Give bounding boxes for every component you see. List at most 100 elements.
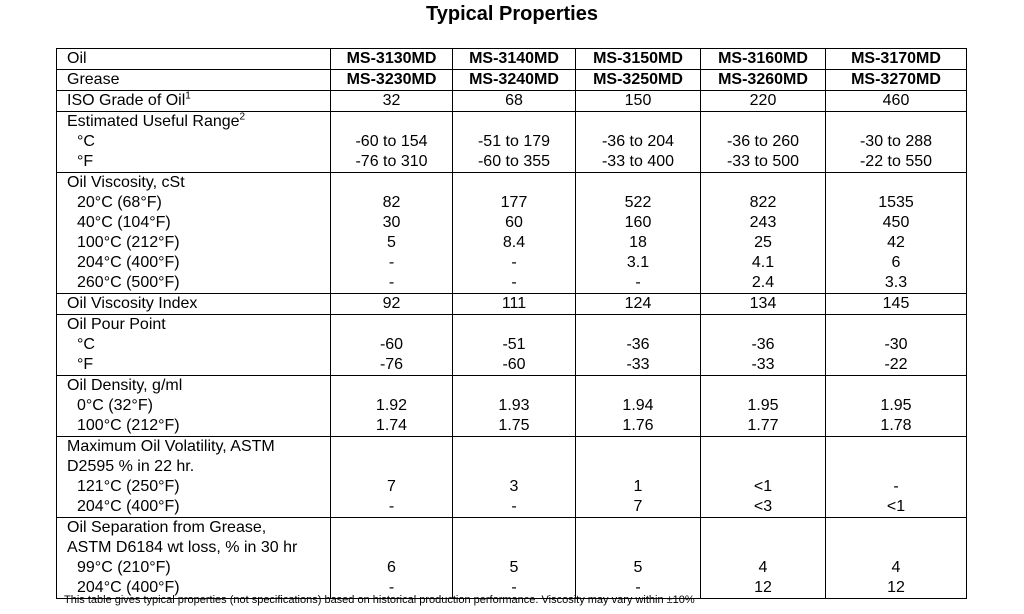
- cell-value: 42: [887, 234, 905, 251]
- row-label: °C: [77, 133, 95, 150]
- row-label: 260°C (500°F): [77, 274, 180, 291]
- cell-value: 4: [758, 559, 768, 576]
- value-cell: -36 to 204 -33 to 400: [575, 111, 701, 173]
- label-cell: Oil Pour Point °C °F: [56, 314, 331, 376]
- value-cell: -36 -33: [700, 314, 826, 376]
- blank-line: [331, 376, 452, 396]
- label-cell: Oil: [56, 48, 331, 70]
- cell-value: 60: [505, 214, 523, 231]
- cell-value: 4.1: [751, 254, 775, 271]
- row-label: Grease: [67, 71, 120, 88]
- blank-line: [576, 173, 700, 193]
- label-cell: Grease: [56, 69, 331, 91]
- blank-line: [453, 518, 575, 538]
- cell-value: 150: [624, 92, 652, 109]
- cell-value: -76 to 310: [355, 153, 428, 170]
- cell-value: -36: [626, 336, 650, 353]
- value-cell: 150: [575, 90, 701, 112]
- blank-line: [331, 315, 452, 335]
- table-row: Maximum Oil Volatility, ASTM D2595 % in 2…: [56, 436, 967, 518]
- value-cell: 92: [330, 293, 453, 315]
- row-label-line: °F: [67, 152, 330, 172]
- cell-value: <1: [753, 478, 773, 495]
- row-label-line: 100°C (212°F): [67, 233, 330, 253]
- cell-value: MS-3230MD: [346, 71, 437, 88]
- cell-value: -60 to 154: [355, 133, 428, 150]
- value-cell: 134: [700, 293, 826, 315]
- blank-line: [701, 437, 825, 457]
- cell-value: -76: [379, 356, 404, 373]
- cell-value: MS-3260MD: [718, 71, 808, 88]
- cell-value: -36 to 204: [601, 133, 675, 150]
- cell-value: 1.76: [622, 417, 654, 434]
- cell-value: 3.1: [626, 254, 650, 271]
- value-cell: -60 -76: [330, 314, 453, 376]
- cell-value: 3: [509, 478, 519, 495]
- value-cell: MS-3160MD: [700, 48, 826, 70]
- value-cell: MS-3270MD: [825, 69, 967, 91]
- row-label: 99°C (210°F): [77, 559, 171, 576]
- cell-value: 1: [633, 478, 643, 495]
- blank-line: [826, 112, 966, 132]
- blank-line: [331, 518, 452, 538]
- cell-value: -: [893, 478, 899, 495]
- blank-line: [826, 518, 966, 538]
- value-cell: MS-3170MD: [825, 48, 967, 70]
- row-label: ASTM D6184 wt loss, % in 30 hr: [67, 539, 298, 556]
- row-label: 100°C (212°F): [77, 417, 180, 434]
- blank-line: [331, 173, 452, 193]
- value-cell: 68: [452, 90, 576, 112]
- cell-value: 25: [754, 234, 772, 251]
- cell-value: -30: [884, 336, 908, 353]
- value-cell: 5-: [452, 517, 576, 599]
- blank-line: [701, 518, 825, 538]
- cell-value: -22: [884, 356, 908, 373]
- value-cell: 522 160 18 3.1 -: [575, 172, 701, 294]
- cell-value: 822: [749, 194, 777, 211]
- table-row: Oil Density, g/ml 0°C (32°F) 100°C (212°F)…: [56, 375, 967, 437]
- cell-value: 7: [633, 498, 643, 515]
- cell-value: 3.3: [884, 274, 908, 291]
- value-cell: 460: [825, 90, 967, 112]
- cell-value: -: [388, 498, 395, 515]
- cell-value: 6: [387, 559, 396, 576]
- value-cell: -30 -22: [825, 314, 967, 376]
- blank-line: [701, 457, 825, 477]
- value-cell: 7-: [330, 436, 453, 518]
- cell-value: 4: [891, 559, 901, 576]
- cell-value: MS-3150MD: [593, 50, 683, 67]
- row-label: 121°C (250°F): [77, 478, 180, 495]
- value-cell: -30 to 288 -22 to 550: [825, 111, 967, 173]
- cell-value: 111: [501, 295, 527, 312]
- row-label: 204°C (400°F): [77, 254, 180, 271]
- value-cell: -36 -33: [575, 314, 701, 376]
- label-cell: Oil Separation from Grease, ASTM D6184 wt…: [56, 517, 331, 599]
- label-cell: Maximum Oil Volatility, ASTM D2595 % in 2…: [56, 436, 331, 518]
- cell-value: 82: [382, 194, 401, 211]
- cell-value: 243: [749, 214, 777, 231]
- value-cell: -60 to 154 -76 to 310: [330, 111, 453, 173]
- row-label: ISO Grade of Oil: [67, 92, 186, 109]
- cell-value: -51: [502, 336, 526, 353]
- cell-value: 177: [500, 194, 528, 211]
- row-label-line: 204°C (400°F): [67, 578, 330, 598]
- row-label-line: Oil Viscosity Index: [67, 294, 330, 314]
- blank-line: [701, 173, 825, 193]
- blank-line: [453, 457, 575, 477]
- blank-line: [701, 315, 825, 335]
- blank-line: [331, 437, 452, 457]
- cell-value: -33 to 500: [726, 153, 800, 170]
- cell-value: 460: [882, 92, 910, 109]
- value-cell: - <1: [825, 436, 967, 518]
- cell-value: -60: [379, 336, 404, 353]
- row-label: 40°C (104°F): [77, 214, 171, 231]
- blank-line: [576, 457, 700, 477]
- blank-line: [453, 376, 575, 396]
- value-cell: -51 to 179 -60 to 355: [452, 111, 576, 173]
- label-cell: Oil Viscosity Index: [56, 293, 331, 315]
- value-cell: 177 60 8.4 - -: [452, 172, 576, 294]
- cell-value: MS-3240MD: [469, 71, 559, 88]
- blank-line: [453, 112, 575, 132]
